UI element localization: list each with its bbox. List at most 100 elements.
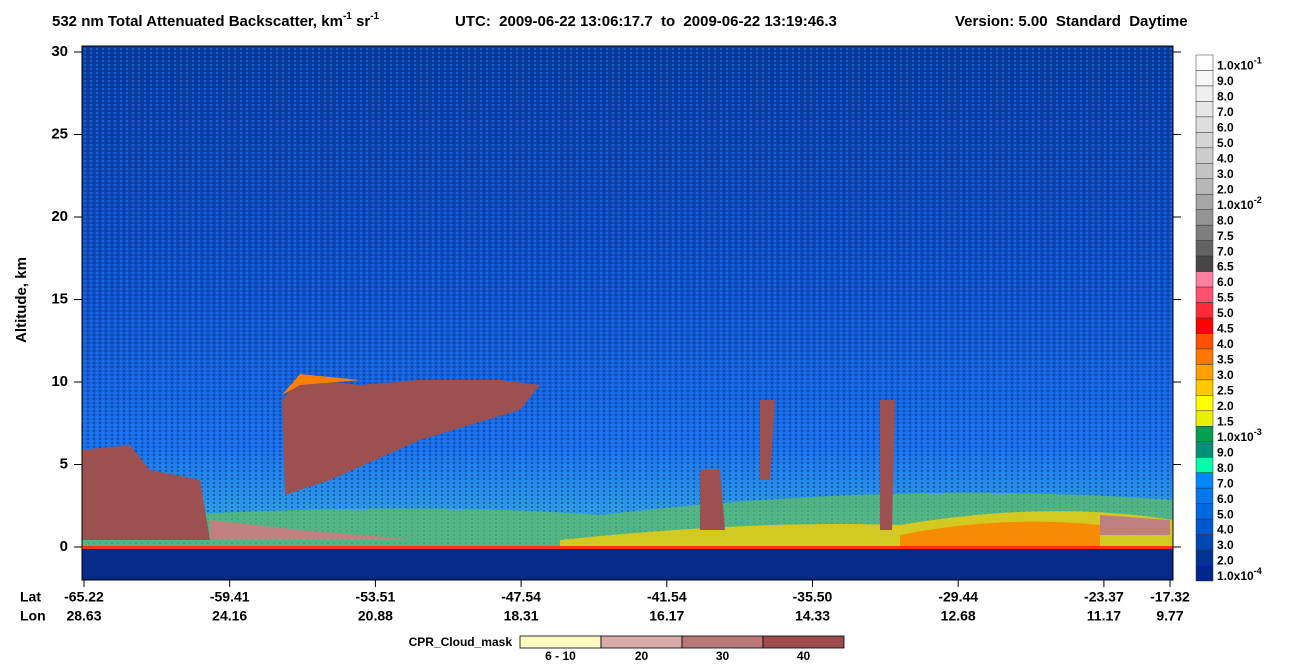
colorbar-label: 5.5 (1217, 291, 1234, 305)
colorbar-swatch (1195, 286, 1214, 303)
colorbar-label-text: 6.0 (1217, 121, 1234, 135)
colorbar-swatch (1195, 255, 1214, 272)
colorbar-label-exponent: -4 (1254, 567, 1262, 577)
lon-label: 20.88 (358, 608, 393, 624)
lat-label: -17.32 (1150, 589, 1190, 605)
colorbar-label-exponent: -1 (1254, 56, 1262, 66)
colorbar-label: 6.0 (1217, 492, 1234, 506)
colorbar-label-text: 4.5 (1217, 322, 1234, 336)
colorbar-swatch (1195, 101, 1214, 118)
colorbar-swatch (1195, 534, 1214, 551)
colorbar-label: 9.0 (1217, 446, 1234, 460)
lat-label: -47.54 (501, 589, 541, 605)
colorbar-label-text: 6.5 (1217, 260, 1234, 274)
colorbar-label: 8.0 (1217, 461, 1234, 475)
cloud-mask-swatch (519, 635, 602, 649)
lon-label: 24.16 (212, 608, 247, 624)
cloud-mask-label: 40 (797, 649, 811, 663)
colorbar-label-text: 1.0x10 (1217, 198, 1254, 212)
colorbar-swatch (1195, 395, 1214, 412)
colorbar-label: 5.0 (1217, 306, 1234, 320)
colorbar-label-text: 1.5 (1217, 415, 1234, 429)
colorbar-label: 6.0 (1217, 275, 1234, 289)
colorbar-label: 5.0 (1217, 507, 1234, 521)
colorbar-swatch (1195, 565, 1214, 582)
colorbar-label-text: 7.0 (1217, 244, 1234, 258)
y-axis-label: Altitude, km (13, 257, 30, 343)
title-text: sr (352, 13, 371, 30)
colorbar-label-text: 3.0 (1217, 167, 1234, 181)
lat-label: -29.44 (938, 589, 978, 605)
cloud-mask-label: 6 - 10 (545, 649, 576, 663)
colorbar-swatch (1195, 70, 1214, 87)
backscatter-image (82, 46, 1173, 580)
colorbar-label-text: 3.0 (1217, 538, 1234, 552)
colorbar-label-text: 9.0 (1217, 446, 1234, 460)
lat-label: -35.50 (793, 589, 833, 605)
title-exponent: -1 (343, 11, 352, 22)
colorbar-label: 4.0 (1217, 152, 1234, 166)
lon-label: 28.63 (66, 608, 101, 624)
colorbar-swatch (1195, 441, 1214, 458)
colorbar-swatch (1195, 209, 1214, 226)
colorbar-label: 4.0 (1217, 523, 1234, 537)
colorbar-swatch (1195, 348, 1214, 365)
lon-label: 14.33 (795, 608, 830, 624)
lat-label: -23.37 (1084, 589, 1124, 605)
colorbar-label-text: 2.0 (1217, 554, 1234, 568)
colorbar-label-text: 6.0 (1217, 492, 1234, 506)
colorbar-swatch (1195, 132, 1214, 149)
colorbar-label: 9.0 (1217, 74, 1234, 88)
lon-label: 12.68 (941, 608, 976, 624)
colorbar-swatch (1195, 518, 1214, 535)
colorbar-label: 2.0 (1217, 399, 1234, 413)
colorbar-swatch (1195, 224, 1214, 241)
colorbar-label-text: 5.0 (1217, 136, 1234, 150)
lon-label: 11.17 (1087, 608, 1121, 624)
colorbar-label-text: 5.0 (1217, 306, 1234, 320)
colorbar-label: 3.5 (1217, 353, 1234, 367)
colorbar-label-text: 8.0 (1217, 461, 1234, 475)
colorbar-label-text: 4.0 (1217, 152, 1234, 166)
colorbar-swatch (1195, 410, 1214, 427)
lat-label: -41.54 (647, 589, 687, 605)
colorbar-label: 1.0x10-4 (1217, 567, 1262, 584)
colorbar-label: 7.0 (1217, 105, 1234, 119)
colorbar-label-text: 1.0x10 (1217, 430, 1254, 444)
lon-label: 16.17 (649, 608, 684, 624)
colorbar-label-text: 1.0x10 (1217, 59, 1254, 73)
colorbar-label: 2.0 (1217, 183, 1234, 197)
colorbar-label-text: 1.0x10 (1217, 569, 1254, 583)
colorbar-label: 4.5 (1217, 322, 1234, 336)
colorbar-label-text: 4.0 (1217, 337, 1234, 351)
lat-row-label: Lat (20, 589, 41, 605)
colorbar-label: 3.0 (1217, 538, 1234, 552)
colorbar-swatch (1195, 487, 1214, 504)
colorbar-label: 7.0 (1217, 244, 1234, 258)
colorbar-label: 8.0 (1217, 213, 1234, 227)
cloud-mask-title: CPR_Cloud_mask (409, 635, 513, 649)
colorbar-swatch (1195, 503, 1214, 520)
colorbar-label: 2.0 (1217, 554, 1234, 568)
colorbar-label-text: 8.0 (1217, 90, 1234, 104)
cloud-mask-label: 20 (635, 649, 649, 663)
utc-range: UTC: 2009-06-22 13:06:17.7 to 2009-06-22… (455, 13, 837, 30)
colorbar-label: 3.0 (1217, 368, 1234, 382)
y-tick-label: 20 (51, 208, 68, 225)
colorbar-label-text: 7.0 (1217, 476, 1234, 490)
colorbar-swatch (1195, 85, 1214, 102)
colorbar-swatch (1195, 271, 1214, 288)
colorbar-swatch (1195, 364, 1214, 381)
colorbar-label-text: 2.0 (1217, 183, 1234, 197)
plot-frame (81, 45, 1174, 581)
colorbar-label: 7.5 (1217, 229, 1234, 243)
colorbar-swatch (1195, 456, 1214, 473)
y-tick-label: 10 (51, 373, 68, 390)
lat-label: -59.41 (210, 589, 250, 605)
colorbar-label-text: 3.5 (1217, 353, 1234, 367)
colorbar-swatch (1195, 147, 1214, 164)
colorbar-label-text: 2.0 (1217, 399, 1234, 413)
colorbar-swatch (1195, 240, 1214, 257)
colorbar-label-exponent: -3 (1254, 427, 1262, 437)
